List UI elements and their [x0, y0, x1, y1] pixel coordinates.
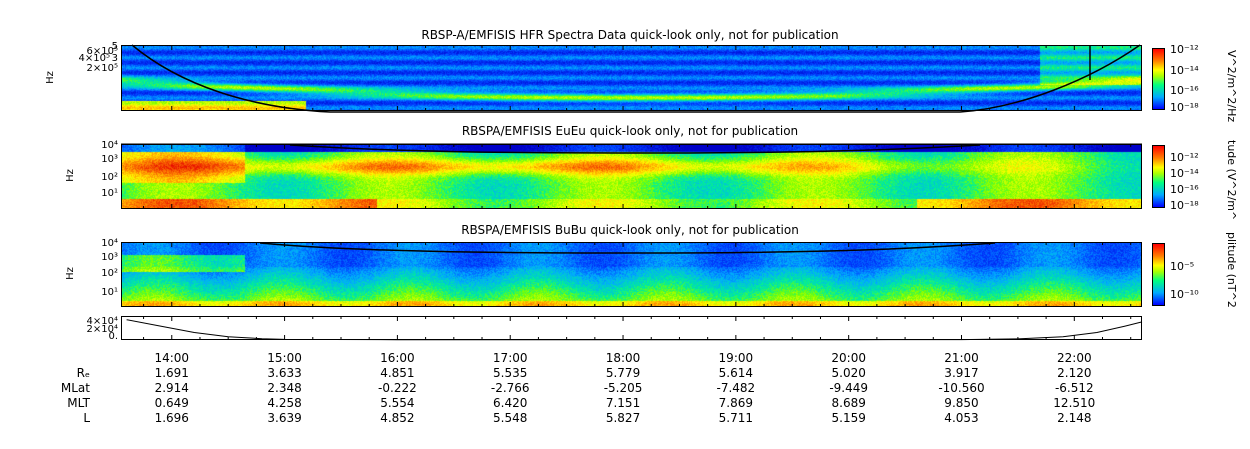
ephemeris-value: -0.222 [378, 381, 417, 395]
ephemeris-value: 1.696 [154, 411, 189, 425]
x-tick-label: 18:00 [605, 351, 641, 365]
ephemeris-row-label: L [83, 411, 90, 425]
hfr-cb-tick-18: 10⁻¹⁸ [1170, 101, 1199, 114]
x-tick-label: 22:00 [1057, 351, 1092, 365]
ephemeris-value: 4.851 [380, 366, 415, 380]
ephemeris-value: -5.205 [603, 381, 643, 395]
ephemeris-value: 0.649 [154, 396, 189, 410]
ephemeris-value: 5.159 [831, 411, 866, 425]
hfr-cb-tick-12: 10⁻¹² [1170, 43, 1199, 56]
hfr-ytick-2e5: 2×10⁵ [86, 63, 118, 74]
eueu-ytick-4: 10⁴ [101, 140, 118, 151]
ephemeris-value: -2.766 [490, 381, 530, 395]
eueu-cb-tick-12: 10⁻¹² [1170, 151, 1199, 164]
ephemeris-row-label: Rₑ [76, 366, 90, 380]
ephemeris-value: 5.779 [605, 366, 641, 380]
ephemeris-value: 3.639 [267, 411, 302, 425]
eueu-colorbar [1152, 145, 1165, 208]
x-tick-label: 19:00 [718, 351, 754, 365]
line-ytick-2e4: 2×10⁴ [86, 324, 118, 335]
bubu-title: RBSPA/EMFISIS BuBu quick-look only, not … [461, 223, 799, 237]
hfr-title: RBSP-A/EMFISIS HFR Spectra Data quick-lo… [421, 28, 839, 42]
eueu-spectrogram [121, 144, 1142, 209]
hfr-cb-tick-14: 10⁻¹⁴ [1170, 64, 1199, 77]
eueu-ytick-3: 10³ [101, 154, 118, 165]
ephemeris-value: 9.850 [944, 396, 979, 410]
x-tick-label: 16:00 [380, 351, 415, 365]
ephemeris-row-label: MLT [67, 396, 90, 410]
hfr-ytick-6e5: 6×10⁵ [86, 46, 118, 57]
line-ytick-0: 0. [108, 331, 118, 342]
ephemeris-value: 5.548 [493, 411, 528, 425]
ephemeris-value: 5.554 [380, 396, 415, 410]
ephemeris-value: -7.482 [716, 381, 756, 395]
ephemeris-value: 3.917 [944, 366, 979, 380]
bubu-ytick-3: 10³ [101, 252, 118, 263]
ephemeris-value: 2.348 [267, 381, 302, 395]
p2-canvas [122, 145, 1141, 208]
bubu-cb-tick-5: 10⁻⁵ [1170, 260, 1195, 273]
eueu-fce-curve [289, 144, 981, 154]
ephemeris-value: 4.258 [267, 396, 302, 410]
ephemeris-value: 3.633 [267, 366, 302, 380]
ephemeris-value: 5.614 [718, 366, 754, 380]
ephemeris-value: 6.420 [493, 396, 528, 410]
ephemeris-value: 2.148 [1057, 411, 1092, 425]
ephemeris-value: 12.510 [1053, 396, 1096, 410]
eueu-cb-tick-14: 10⁻¹⁴ [1170, 167, 1199, 180]
ephemeris-value: 7.151 [605, 396, 641, 410]
eueu-cb-tick-16: 10⁻¹⁶ [1170, 183, 1199, 196]
x-tick-label: 17:00 [492, 351, 528, 365]
x-tick-label: 20:00 [831, 351, 866, 365]
ephemeris-value: 8.689 [831, 396, 866, 410]
ephemeris-value: 1.691 [154, 366, 189, 380]
bubu-cb-tick-10: 10⁻¹⁰ [1170, 288, 1199, 301]
ephemeris-value: 4.053 [944, 411, 979, 425]
ephemeris-value: 5.711 [718, 411, 754, 425]
ephemeris-value: 5.535 [493, 366, 528, 380]
ephemeris-value: -9.449 [829, 381, 869, 395]
ephemeris-value: -6.512 [1054, 381, 1094, 395]
hfr-spectrogram [121, 45, 1142, 111]
bubu-ytick-2: 10² [101, 268, 118, 279]
eueu-cb-tick-18: 10⁻¹⁸ [1170, 199, 1199, 212]
eueu-ytick-2: 10² [101, 172, 118, 183]
line-ytick-4e4: 4×10⁴ [86, 316, 118, 327]
ephemeris-value: 5.827 [605, 411, 641, 425]
ephemeris-value: 5.020 [831, 366, 866, 380]
x-tick-label: 21:00 [944, 351, 979, 365]
bubu-colorbar [1152, 243, 1165, 306]
bubu-ytick-1: 10¹ [101, 287, 118, 298]
bubu-ytick-4: 10⁴ [101, 238, 118, 249]
hfr-colorbar [1152, 48, 1165, 110]
ephemeris-value: 4.852 [380, 411, 415, 425]
hfr-ytick-5: 5 [111, 41, 118, 52]
ephemeris-value: 2.120 [1057, 366, 1092, 380]
ephemeris-value: -10.560 [938, 381, 985, 395]
ephemeris-value: 2.914 [154, 381, 189, 395]
hfr-cb-tick-16: 10⁻¹⁶ [1170, 84, 1199, 97]
x-tick-label: 14:00 [154, 351, 190, 365]
distance-line-series [126, 319, 1143, 341]
ephemeris-value: 7.869 [718, 396, 754, 410]
hfr-ytick-4e5: 4×10⁵ [78, 53, 110, 64]
eueu-ytick-1: 10¹ [101, 188, 118, 199]
hfr-fce-curve [131, 44, 1141, 113]
ephemeris-row-label: MLat [60, 381, 90, 395]
bubu-fce-curve [259, 242, 996, 254]
x-tick-label: 15:00 [267, 351, 302, 365]
eueu-title: RBSPA/EMFISIS EuEu quick-look only, not … [461, 124, 799, 138]
p1-canvas [122, 46, 1141, 110]
hfr-ytick-3: 3 [111, 53, 118, 64]
